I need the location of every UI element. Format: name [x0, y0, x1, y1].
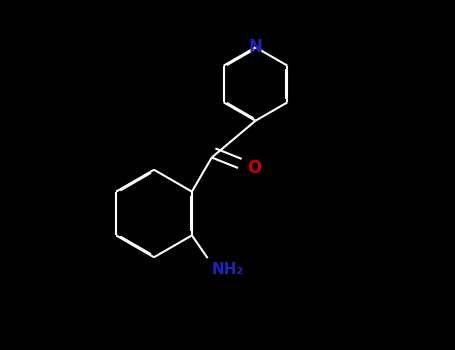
Text: NH₂: NH₂ [211, 262, 243, 276]
Text: N: N [248, 38, 263, 56]
Text: O: O [247, 159, 261, 177]
